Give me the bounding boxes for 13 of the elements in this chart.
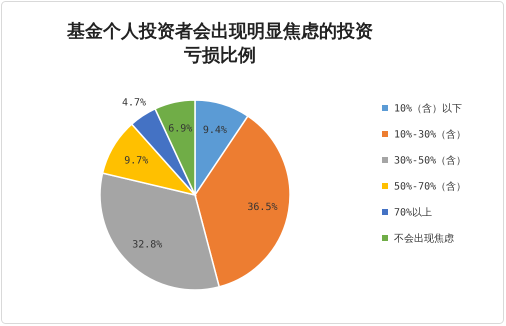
data-label: 6.9% xyxy=(168,124,192,135)
legend-label: 50%-70%（含） xyxy=(394,180,466,192)
data-label: 9.4% xyxy=(202,125,227,136)
data-label: 36.5% xyxy=(247,202,278,213)
chart-title: 基金个人投资者会出现明显焦虑的投资亏损比例 xyxy=(66,21,373,66)
legend-label: 10%-30%（含） xyxy=(394,128,466,140)
legend-label: 70%以上 xyxy=(394,206,432,218)
data-label: 32.8% xyxy=(132,239,162,250)
data-label: 4.7% xyxy=(122,98,146,109)
legend-label: 不会出现焦虑 xyxy=(394,232,454,244)
legend-label: 30%-50%（含） xyxy=(394,154,466,166)
legend-label: 10%（含）以下 xyxy=(394,102,462,114)
data-label: 9.7% xyxy=(124,155,148,166)
